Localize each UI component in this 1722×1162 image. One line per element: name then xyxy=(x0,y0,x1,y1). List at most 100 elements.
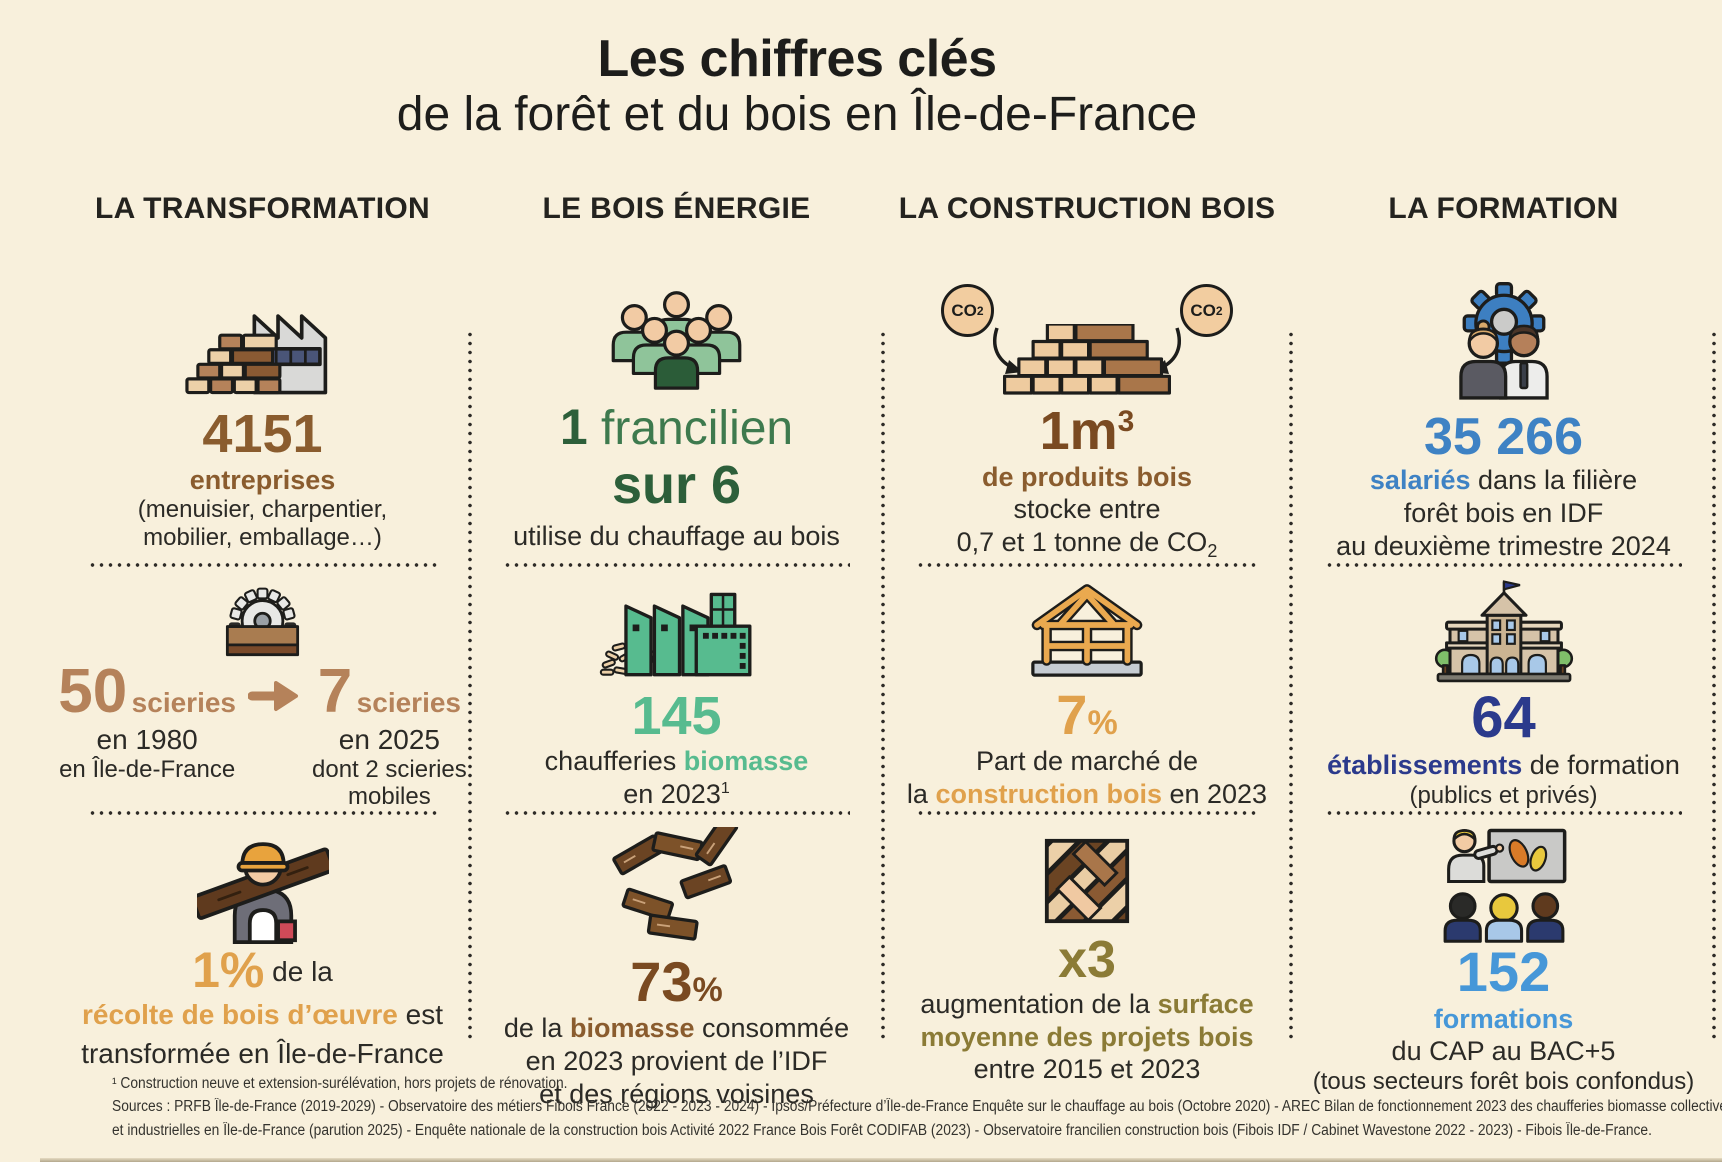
stat-detail: en 2025 xyxy=(338,723,440,755)
column-formation: LA FORMATION xyxy=(1291,192,1716,1111)
section-divider xyxy=(88,811,437,815)
footnote-1: ¹ Construction neuve et extension-surélé… xyxy=(112,1075,568,1092)
wood-logs-icon xyxy=(611,827,738,941)
stat-text: chaufferies xyxy=(544,746,684,777)
stat-text: utilise du chauffage au bois xyxy=(513,521,840,551)
title-line2: de la forêt et du bois en Île-de-France xyxy=(396,88,1198,142)
stat-highlight: biomasse xyxy=(569,1012,695,1043)
co2-badge: CO 2 xyxy=(941,284,994,337)
stat-detail: (publics et privés) xyxy=(1409,782,1598,810)
section-divider xyxy=(915,563,1259,567)
column-divider xyxy=(881,330,885,1042)
stat-section-formations: 152 formations du CAP au BAC+5 (tous sec… xyxy=(1291,815,1716,1111)
stat-line: augmentation de la surface xyxy=(920,988,1253,1021)
sources-line-2: et industrielles en Île-de-France (parut… xyxy=(112,1121,1652,1139)
circular-saw-icon xyxy=(225,587,300,657)
column-divider xyxy=(468,330,472,1042)
stat-detail: en 1980 xyxy=(96,723,198,755)
arrow-right-icon xyxy=(248,680,298,711)
stat-section-salaries: 35 266 salariés dans la filière forêt bo… xyxy=(1291,240,1716,563)
column-bois-energie: LE BOIS ÉNERGIE xyxy=(470,192,883,1111)
stat-label: entreprises xyxy=(189,464,336,495)
stat-number: x3 xyxy=(1058,931,1116,989)
column-transformation: LA TRANSFORMATION 4151 xyxy=(55,192,470,1111)
stat-unit: scieries xyxy=(356,686,461,718)
stat-number: 1 xyxy=(559,399,588,455)
section-divider xyxy=(1325,811,1682,815)
stat-detail: dont 2 scieries xyxy=(312,755,467,783)
co2-badge: CO 2 xyxy=(1180,284,1233,337)
stat-detail: (tous secteurs forêt bois confondus) xyxy=(1312,1067,1695,1095)
stat-number: 7% xyxy=(1056,683,1118,747)
stat-section-biomasse: 73% de la biomasse consommée en 2023 pro… xyxy=(470,815,883,1111)
stat-line: en 2023 provient de l’IDF xyxy=(525,1045,828,1076)
sources-line-1: Sources : PRFB Île-de-France (2019-2029)… xyxy=(112,1098,1722,1116)
stat-highlight: biomasse xyxy=(683,746,809,777)
stat-label: de produits bois xyxy=(981,462,1192,493)
page-title: Les chiffres clés de la forêt et du bois… xyxy=(0,30,1594,142)
stat-number: 73% xyxy=(630,950,723,1013)
wood-stack-co2-icon: CO 2 CO 2 xyxy=(937,282,1237,397)
stat-line: 1 francilien xyxy=(560,401,793,456)
gear-workers-icon xyxy=(1458,282,1549,400)
stat-line: transformée en Île-de-France xyxy=(81,1038,444,1069)
stat-line: au deuxième trimestre 2024 xyxy=(1336,531,1671,562)
stat-text: de la xyxy=(264,956,333,987)
scieries-1980: 50 scieries en 1980 en Île-de-France xyxy=(58,660,236,783)
stat-label: formations xyxy=(1433,1003,1574,1034)
footnote-marker: 1 xyxy=(720,780,730,798)
stat-line: salariés dans la filière xyxy=(1370,464,1637,497)
stat-line: chaufferies biomasse xyxy=(545,745,809,778)
stat-text: de formation xyxy=(1522,750,1680,781)
stat-text: 0,7 et 1 tonne de CO xyxy=(956,527,1208,558)
stat-text: francilien xyxy=(587,402,794,455)
column-header: LA FORMATION xyxy=(1388,192,1619,225)
stat-section-surface: x3 augmentation de la surface moyenne de… xyxy=(883,815,1291,1111)
biomass-plant-icon xyxy=(599,592,751,677)
stat-highlight: récolte de bois d’œuvre xyxy=(82,999,398,1030)
stat-line: et des régions voisines xyxy=(539,1078,814,1109)
stat-unit: scieries xyxy=(131,686,236,718)
forest-worker-icon xyxy=(196,842,329,944)
stat-text: est xyxy=(397,999,443,1030)
page-edge-shadow xyxy=(40,1158,1722,1162)
stat-number: 1m3 xyxy=(1039,401,1135,462)
stat-number: 152 xyxy=(1456,940,1551,1003)
stat-number: 35 266 xyxy=(1423,407,1584,466)
factory-wood-stack-icon xyxy=(184,314,327,395)
stat-line: en 20231 xyxy=(623,778,730,811)
stat-number: 145 xyxy=(631,686,722,747)
stat-section-part-marche: 7% Part de marché de la construction boi… xyxy=(883,567,1291,811)
wood-block-pyramid xyxy=(1003,324,1171,395)
section-divider xyxy=(503,563,850,567)
stat-section-chaufferies: 145 chaufferies biomasse en 20231 xyxy=(470,567,883,811)
stat-line: de la biomasse consommée xyxy=(504,1012,849,1045)
stat-section-produits-bois: CO 2 CO 2 xyxy=(883,240,1291,563)
stat-number: sur 6 xyxy=(611,455,742,515)
column-header: LE BOIS ÉNERGIE xyxy=(542,192,811,225)
stat-text: 2 xyxy=(1207,541,1218,562)
column-divider xyxy=(1289,330,1293,1042)
section-divider xyxy=(503,811,850,815)
stat-detail: mobiles xyxy=(348,783,431,811)
stat-section-etablissements: 64 établissements de formation (publics … xyxy=(1291,567,1716,811)
stat-section-recolte: 1% de la récolte de bois d’œuvre est tra… xyxy=(55,815,470,1111)
classroom-icon xyxy=(1443,828,1566,943)
stat-detail: en Île-de-France xyxy=(59,755,236,783)
section-divider xyxy=(915,811,1259,815)
scieries-comparison: 50 scieries en 1980 en Île-de-France 7 s… xyxy=(58,660,467,811)
column-header: LA CONSTRUCTION BOIS xyxy=(898,192,1276,225)
section-divider xyxy=(88,563,437,567)
stat-line: du CAP au BAC+5 xyxy=(1391,1035,1616,1066)
stat-line: établissements de formation xyxy=(1327,749,1680,782)
stat-line: stocke entre xyxy=(1013,494,1161,525)
columns-grid: LA TRANSFORMATION 4151 xyxy=(55,192,1716,1109)
stat-text: consommée xyxy=(694,1012,850,1043)
stat-section-scieries: 50 scieries en 1980 en Île-de-France 7 s… xyxy=(55,567,470,811)
column-divider xyxy=(1712,330,1716,1042)
column-header: LA TRANSFORMATION xyxy=(94,192,431,225)
stat-text: de la xyxy=(503,1012,570,1043)
stat-number: 1% xyxy=(192,942,265,998)
stat-line: la construction bois en 2023 xyxy=(907,778,1267,811)
